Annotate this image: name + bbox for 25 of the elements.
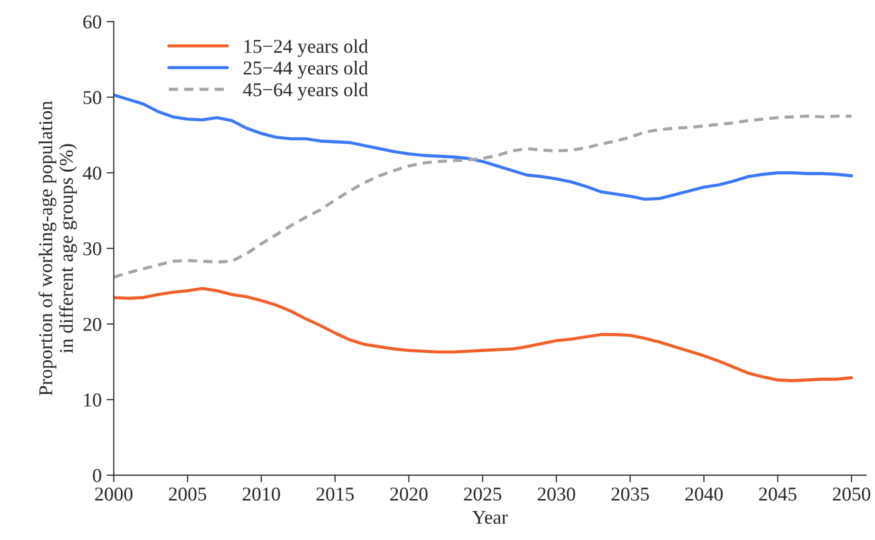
x-tick-label: 2020 bbox=[390, 488, 428, 501]
y-tick-label: 40 bbox=[82, 166, 102, 180]
x-tick-label: 2040 bbox=[685, 488, 723, 501]
x-tick-label: 2030 bbox=[538, 488, 576, 501]
x-tick-label: 2025 bbox=[464, 488, 502, 501]
legend-label: 25−44 years old bbox=[244, 60, 368, 79]
y-tick-label: 50 bbox=[84, 91, 102, 104]
y-tick-label: 10 bbox=[84, 393, 102, 407]
x-tick-label: 2015 bbox=[316, 488, 354, 501]
y-axis-title: Proportion of working-age population in different age groups (%) bbox=[38, 100, 77, 396]
x-tick-label: 2005 bbox=[168, 488, 206, 501]
y-tick-label: 30 bbox=[83, 242, 102, 256]
x-tick-label: 2045 bbox=[759, 488, 796, 501]
x-axis-title: Year bbox=[472, 510, 508, 524]
x-tick-label: 2035 bbox=[612, 488, 649, 501]
line-series bbox=[114, 114, 854, 279]
y-tick-label: 60 bbox=[83, 15, 102, 29]
legend-label: 15−24 years old bbox=[244, 39, 368, 57]
y-tick-label: 0 bbox=[92, 469, 102, 482]
legend-label: 45−64 years old bbox=[243, 82, 368, 100]
x-tick-label: 2000 bbox=[95, 488, 132, 501]
x-tick-label: 2010 bbox=[242, 488, 280, 501]
y-tick-label: 20 bbox=[83, 318, 102, 331]
x-tick-label: 2050 bbox=[832, 488, 870, 501]
line-series bbox=[114, 286, 854, 382]
